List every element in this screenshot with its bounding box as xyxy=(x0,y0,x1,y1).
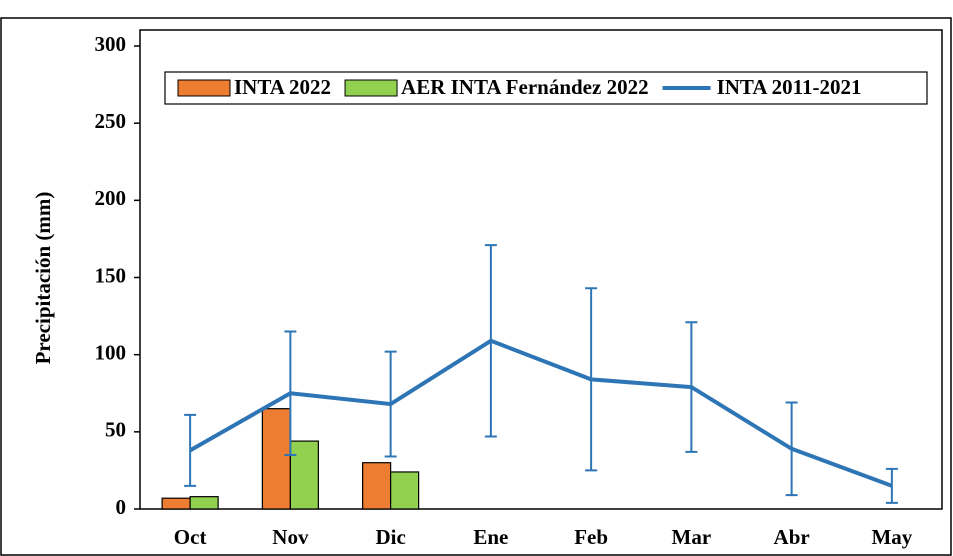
x-tick-label: Oct xyxy=(174,525,207,549)
bar xyxy=(261,408,291,510)
y-tick-label: 50 xyxy=(105,418,126,442)
legend-label: INTA 2022 xyxy=(234,75,331,99)
bar xyxy=(289,440,319,510)
x-tick-label: Abr xyxy=(774,525,810,549)
x-tick-label: Nov xyxy=(272,525,309,549)
legend-label: INTA 2011-2021 xyxy=(717,75,862,99)
y-tick-label: 0 xyxy=(116,495,127,519)
chart-border xyxy=(0,17,952,556)
bar xyxy=(390,471,420,510)
y-axis-label: Precipitación (mm) xyxy=(31,192,55,365)
x-tick-label: Dic xyxy=(375,525,405,549)
y-tick-label: 300 xyxy=(95,32,127,56)
y-tick-label: 250 xyxy=(95,109,127,133)
legend-swatch xyxy=(344,79,398,97)
y-tick-label: 200 xyxy=(95,186,127,210)
x-tick-label: Ene xyxy=(473,525,508,549)
error-bar xyxy=(184,413,197,487)
legend-label: AER INTA Fernández 2022 xyxy=(401,75,649,99)
x-tick-label: Mar xyxy=(672,525,712,549)
bar xyxy=(362,462,392,510)
bar xyxy=(161,497,191,510)
plot-frame xyxy=(139,29,943,510)
y-tick-label: 100 xyxy=(95,340,127,364)
legend-swatch xyxy=(177,79,231,97)
legend-box xyxy=(164,71,928,105)
x-tick-label: Feb xyxy=(574,525,608,549)
y-tick-label: 150 xyxy=(95,263,127,287)
x-tick-label: May xyxy=(871,525,912,549)
line xyxy=(189,338,893,488)
bar xyxy=(189,496,219,510)
